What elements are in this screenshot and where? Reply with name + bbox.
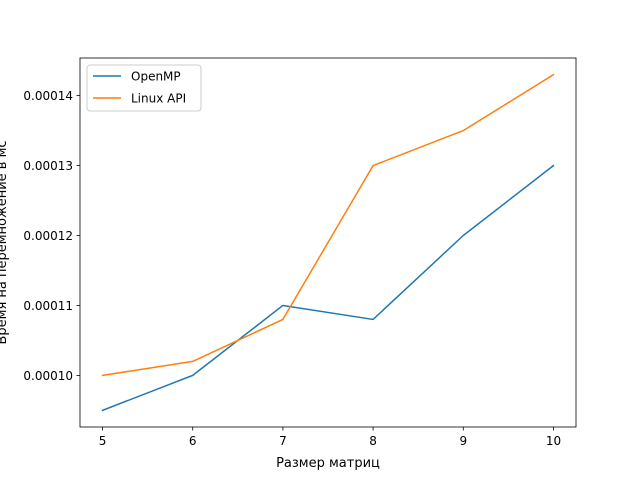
x-tick-label: 5 — [99, 434, 107, 448]
y-tick-label: 0.00010 — [23, 369, 73, 383]
y-tick-label: 0.00013 — [23, 159, 73, 173]
legend-label: OpenMP — [131, 70, 181, 84]
legend-label: Linux API — [131, 92, 186, 106]
legend-items: OpenMP Linux API — [93, 70, 186, 106]
y-tick-label: 0.00011 — [23, 299, 73, 313]
y-axis-ticks: 0.00010 0.00011 0.00012 0.00013 0.00014 — [23, 89, 80, 383]
series-layer — [101, 73, 555, 412]
y-axis-label: Время на перемножение в мс — [0, 140, 10, 344]
legend: OpenMP Linux API — [86, 64, 202, 112]
x-tick-label: 10 — [546, 434, 561, 448]
x-axis-ticks: 5 6 7 8 9 10 — [99, 427, 561, 448]
x-tick-label: 6 — [189, 434, 197, 448]
series-line-1 — [101, 164, 555, 412]
x-tick-label: 8 — [369, 434, 377, 448]
x-axis-label: Размер матриц — [276, 456, 380, 471]
y-tick-label: 0.00014 — [23, 89, 73, 103]
plot-area-frame — [79, 57, 577, 428]
x-tick-label: 7 — [279, 434, 287, 448]
y-tick-label: 0.00012 — [23, 229, 73, 243]
series-line-2 — [101, 73, 555, 377]
x-tick-label: 9 — [459, 434, 467, 448]
